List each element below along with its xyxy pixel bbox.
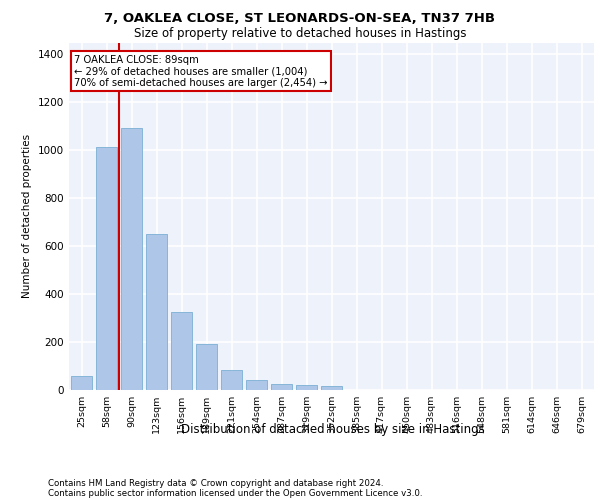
Bar <box>171 312 192 390</box>
Text: 7, OAKLEA CLOSE, ST LEONARDS-ON-SEA, TN37 7HB: 7, OAKLEA CLOSE, ST LEONARDS-ON-SEA, TN3… <box>104 12 496 26</box>
Bar <box>96 147 117 390</box>
Bar <box>146 234 167 390</box>
Bar <box>321 386 342 390</box>
Y-axis label: Number of detached properties: Number of detached properties <box>22 134 32 298</box>
Bar <box>221 370 242 390</box>
Bar <box>246 380 267 390</box>
Text: Distribution of detached houses by size in Hastings: Distribution of detached houses by size … <box>181 422 485 436</box>
Text: Contains public sector information licensed under the Open Government Licence v3: Contains public sector information licen… <box>48 488 422 498</box>
Text: Contains HM Land Registry data © Crown copyright and database right 2024.: Contains HM Land Registry data © Crown c… <box>48 478 383 488</box>
Text: 7 OAKLEA CLOSE: 89sqm
← 29% of detached houses are smaller (1,004)
70% of semi-d: 7 OAKLEA CLOSE: 89sqm ← 29% of detached … <box>74 54 328 88</box>
Bar <box>121 128 142 390</box>
Bar <box>196 344 217 390</box>
Bar <box>296 384 317 390</box>
Bar <box>271 384 292 390</box>
Text: Size of property relative to detached houses in Hastings: Size of property relative to detached ho… <box>134 28 466 40</box>
Bar <box>71 376 92 390</box>
